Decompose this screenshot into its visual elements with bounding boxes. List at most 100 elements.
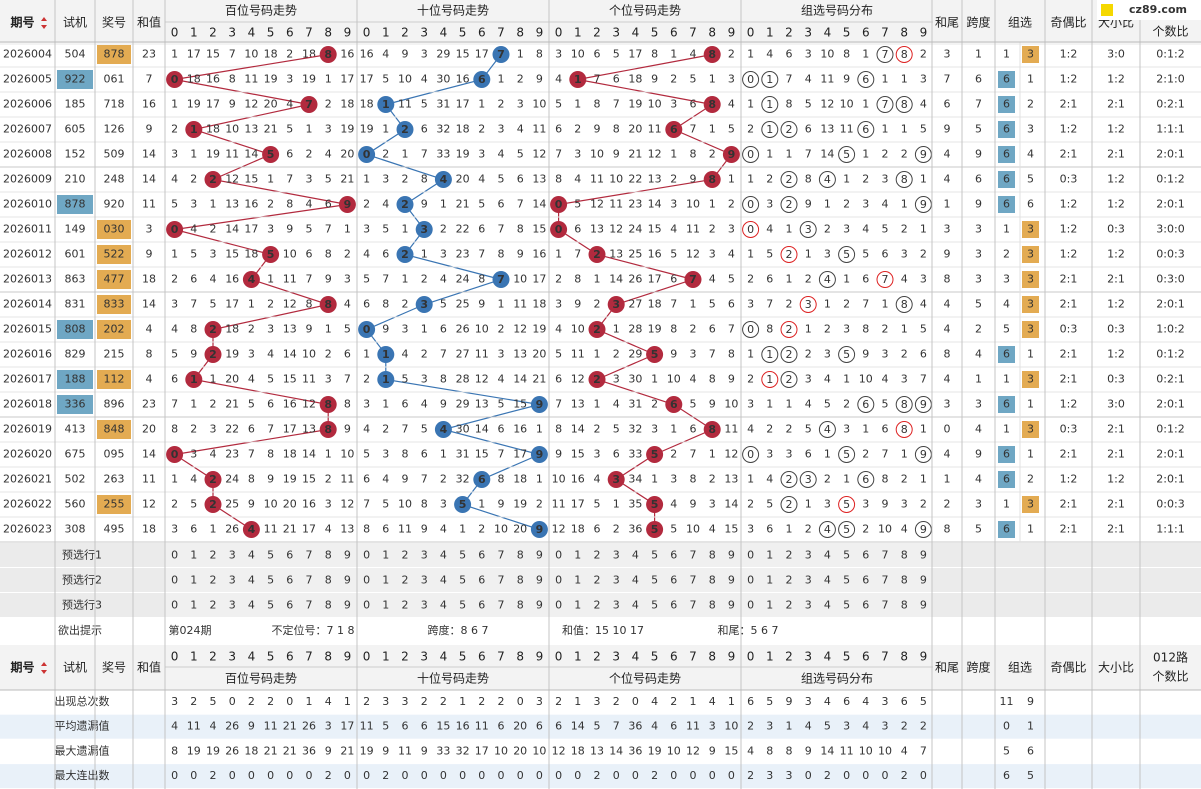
preselect-digit[interactable]: 2 [786,549,793,562]
preselect-digit[interactable]: 4 [824,574,831,587]
preselect-digit[interactable]: 5 [267,599,274,612]
preselect-digit[interactable]: 7 [882,599,889,612]
preselect-digit[interactable]: 7 [498,599,505,612]
preselect-digit[interactable]: 1 [382,599,389,612]
preselect-digit[interactable]: 7 [498,574,505,587]
preselect-digit[interactable]: 3 [421,574,428,587]
preselect-digit[interactable]: 4 [824,599,831,612]
preselect-digit[interactable]: 8 [901,599,908,612]
preselect-digit[interactable]: 0 [555,549,562,562]
preselect-digit[interactable]: 2 [594,599,601,612]
preselect-digit[interactable]: 0 [171,599,178,612]
preselect-digit[interactable]: 8 [709,549,716,562]
preselect-digit[interactable]: 9 [536,599,543,612]
preselect-digit[interactable]: 0 [555,599,562,612]
preselect-digit[interactable]: 9 [920,549,927,562]
preselect-digit[interactable]: 4 [440,549,447,562]
preselect-digit[interactable]: 1 [190,599,197,612]
preselect-digit[interactable]: 4 [824,549,831,562]
preselect-digit[interactable]: 0 [555,574,562,587]
preselect-digit[interactable]: 3 [229,549,236,562]
preselect-digit[interactable]: 5 [843,574,850,587]
preselect-digit[interactable]: 9 [728,549,735,562]
preselect-digit[interactable]: 6 [478,599,485,612]
preselect-digit[interactable]: 8 [901,574,908,587]
preselect-digit[interactable]: 1 [766,599,773,612]
preselect-digit[interactable]: 0 [747,599,754,612]
preselect-digit[interactable]: 4 [632,574,639,587]
preselect-digit[interactable]: 2 [786,599,793,612]
preselect-digit[interactable]: 3 [613,599,620,612]
preselect-digit[interactable]: 2 [594,574,601,587]
preselect-digit[interactable]: 0 [363,599,370,612]
preselect-digit[interactable]: 2 [210,574,217,587]
preselect-digit[interactable]: 2 [786,574,793,587]
preselect-digit[interactable]: 6 [670,574,677,587]
preselect-digit[interactable]: 2 [402,599,409,612]
preselect-digit[interactable]: 1 [574,574,581,587]
preselect-digit[interactable]: 4 [632,599,639,612]
preselect-digit[interactable]: 6 [478,574,485,587]
preselect-digit[interactable]: 6 [862,599,869,612]
preselect-digit[interactable]: 4 [248,549,255,562]
preselect-digit[interactable]: 5 [651,599,658,612]
preselect-digit[interactable]: 5 [843,599,850,612]
preselect-digit[interactable]: 9 [920,574,927,587]
preselect-digit[interactable]: 7 [498,549,505,562]
preselect-digit[interactable]: 6 [862,549,869,562]
preselect-digit[interactable]: 8 [517,574,524,587]
preselect-digit[interactable]: 4 [440,574,447,587]
preselect-digit[interactable]: 8 [325,549,332,562]
preselect-digit[interactable]: 0 [363,549,370,562]
preselect-digit[interactable]: 7 [882,574,889,587]
preselect-digit[interactable]: 2 [594,549,601,562]
preselect-digit[interactable]: 5 [267,549,274,562]
preselect-digit[interactable]: 6 [286,599,293,612]
preselect-digit[interactable]: 5 [651,549,658,562]
preselect-digit[interactable]: 2 [210,599,217,612]
preselect-digit[interactable]: 4 [248,574,255,587]
preselect-digit[interactable]: 9 [536,574,543,587]
preselect-digit[interactable]: 2 [402,574,409,587]
preselect-digit[interactable]: 0 [747,574,754,587]
preselect-digit[interactable]: 7 [690,549,697,562]
preselect-digit[interactable]: 6 [286,574,293,587]
preselect-digit[interactable]: 3 [421,599,428,612]
preselect-digit[interactable]: 3 [613,549,620,562]
preselect-digit[interactable]: 8 [325,574,332,587]
preselect-digit[interactable]: 9 [344,599,351,612]
preselect-digit[interactable]: 0 [747,549,754,562]
preselect-digit[interactable]: 1 [382,574,389,587]
preselect-digit[interactable]: 7 [690,599,697,612]
preselect-digit[interactable]: 1 [766,574,773,587]
preselect-digit[interactable]: 4 [248,599,255,612]
preselect-digit[interactable]: 1 [574,549,581,562]
preselect-digit[interactable]: 8 [709,574,716,587]
preselect-digit[interactable]: 2 [210,549,217,562]
preselect-digit[interactable]: 9 [536,549,543,562]
preselect-digit[interactable]: 4 [632,549,639,562]
preselect-digit[interactable]: 5 [843,549,850,562]
preselect-digit[interactable]: 0 [363,574,370,587]
preselect-digit[interactable]: 7 [306,599,313,612]
preselect-digit[interactable]: 7 [306,549,313,562]
preselect-digit[interactable]: 9 [728,599,735,612]
preselect-digit[interactable]: 1 [190,549,197,562]
preselect-digit[interactable]: 5 [651,574,658,587]
preselect-digit[interactable]: 7 [306,574,313,587]
preselect-digit[interactable]: 3 [805,549,812,562]
preselect-digit[interactable]: 1 [382,549,389,562]
preselect-digit[interactable]: 3 [229,599,236,612]
preselect-digit[interactable]: 3 [805,574,812,587]
preselect-digit[interactable]: 5 [459,574,466,587]
preselect-digit[interactable]: 3 [805,599,812,612]
preselect-digit[interactable]: 3 [229,574,236,587]
preselect-digit[interactable]: 4 [440,599,447,612]
preselect-digit[interactable]: 6 [862,574,869,587]
preselect-digit[interactable]: 0 [171,549,178,562]
preselect-digit[interactable]: 3 [613,574,620,587]
preselect-digit[interactable]: 6 [286,549,293,562]
preselect-digit[interactable]: 7 [882,549,889,562]
preselect-digit[interactable]: 3 [421,549,428,562]
preselect-digit[interactable]: 5 [267,574,274,587]
